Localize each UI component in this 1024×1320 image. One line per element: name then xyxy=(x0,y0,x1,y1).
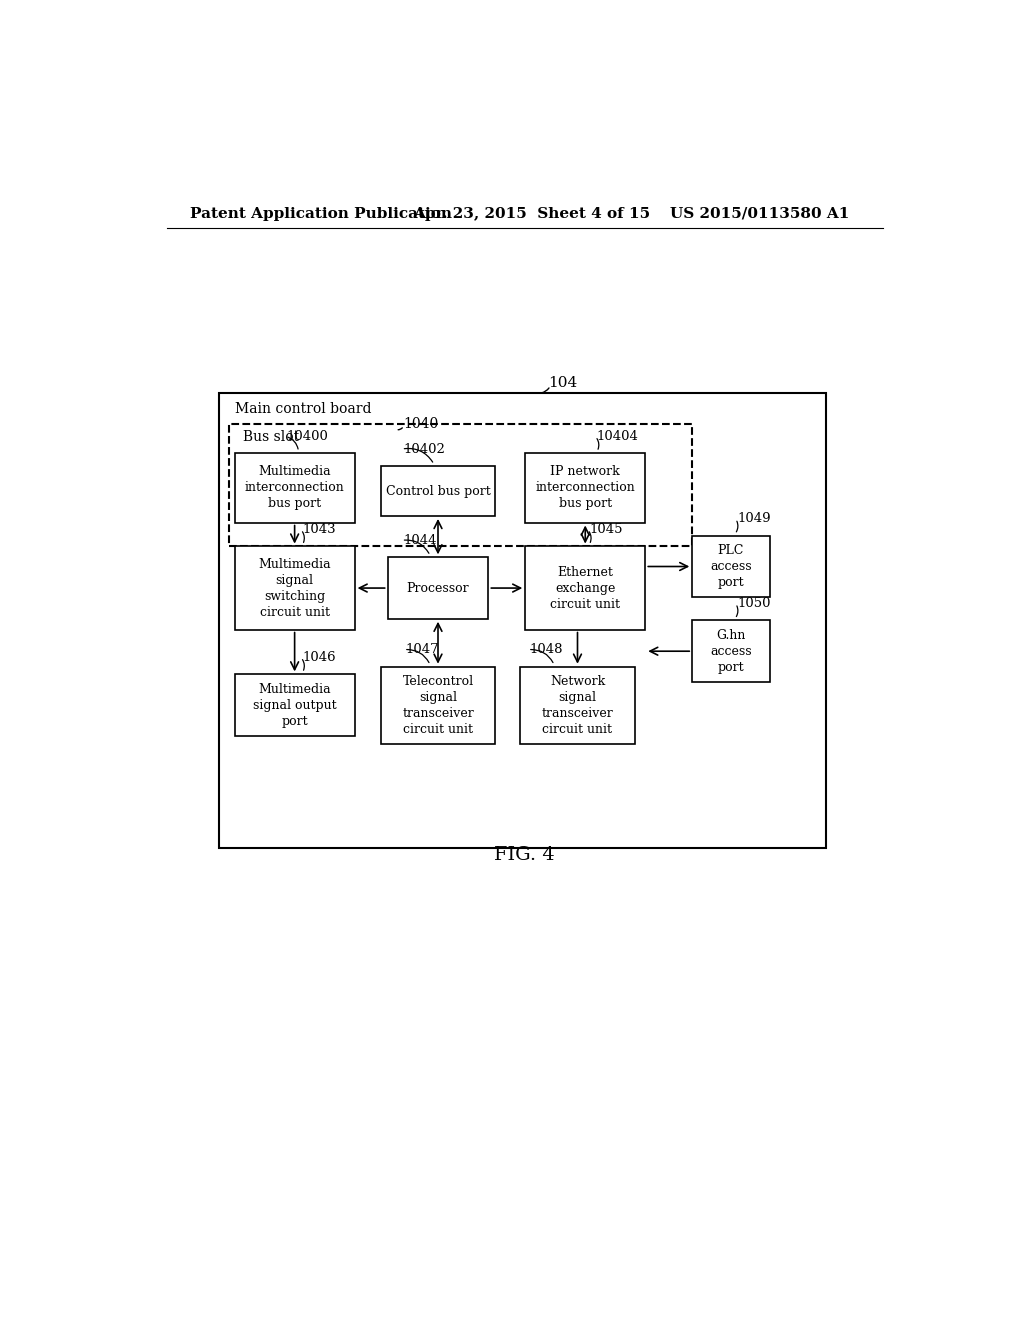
Bar xyxy=(381,466,496,516)
Text: 1043: 1043 xyxy=(302,523,336,536)
Text: IP network
interconnection
bus port: IP network interconnection bus port xyxy=(536,466,635,511)
Text: Main control board: Main control board xyxy=(234,401,372,416)
Bar xyxy=(219,393,825,847)
Text: Ethernet
exchange
circuit unit: Ethernet exchange circuit unit xyxy=(550,565,621,611)
Text: Bus slot: Bus slot xyxy=(243,430,299,444)
Text: 1046: 1046 xyxy=(302,651,336,664)
Text: 1050: 1050 xyxy=(737,597,771,610)
Text: Apr. 23, 2015  Sheet 4 of 15: Apr. 23, 2015 Sheet 4 of 15 xyxy=(414,207,650,220)
Bar xyxy=(228,424,692,545)
Bar xyxy=(520,667,635,743)
Bar xyxy=(525,546,645,630)
Text: 1049: 1049 xyxy=(737,512,771,525)
Text: 1040: 1040 xyxy=(403,417,438,432)
Bar xyxy=(692,536,770,598)
Text: 10404: 10404 xyxy=(597,430,639,444)
Bar xyxy=(692,620,770,682)
Text: 1048: 1048 xyxy=(529,643,563,656)
Text: Patent Application Publication: Patent Application Publication xyxy=(190,207,452,220)
Text: Control bus port: Control bus port xyxy=(386,484,490,498)
Text: US 2015/0113580 A1: US 2015/0113580 A1 xyxy=(671,207,850,220)
Text: FIG. 4: FIG. 4 xyxy=(495,846,555,865)
Text: 104: 104 xyxy=(548,376,578,391)
Text: Multimedia
signal output
port: Multimedia signal output port xyxy=(253,682,337,727)
Bar xyxy=(234,675,354,737)
Bar xyxy=(381,667,496,743)
Text: PLC
access
port: PLC access port xyxy=(710,544,752,589)
Text: 1044: 1044 xyxy=(403,533,436,546)
Bar xyxy=(234,453,354,523)
Text: Telecontrol
signal
transceiver
circuit unit: Telecontrol signal transceiver circuit u… xyxy=(402,675,474,735)
Bar xyxy=(388,557,488,619)
Text: 1047: 1047 xyxy=(406,643,439,656)
Text: G.hn
access
port: G.hn access port xyxy=(710,628,752,673)
Bar xyxy=(525,453,645,523)
Text: Processor: Processor xyxy=(407,582,469,594)
Text: Multimedia
interconnection
bus port: Multimedia interconnection bus port xyxy=(245,466,344,511)
Text: 10400: 10400 xyxy=(287,430,329,444)
Text: 1045: 1045 xyxy=(589,523,623,536)
Bar xyxy=(234,546,354,630)
Text: 10402: 10402 xyxy=(403,442,445,455)
Text: Multimedia
signal
switching
circuit unit: Multimedia signal switching circuit unit xyxy=(258,557,331,619)
Text: Network
signal
transceiver
circuit unit: Network signal transceiver circuit unit xyxy=(542,675,613,735)
